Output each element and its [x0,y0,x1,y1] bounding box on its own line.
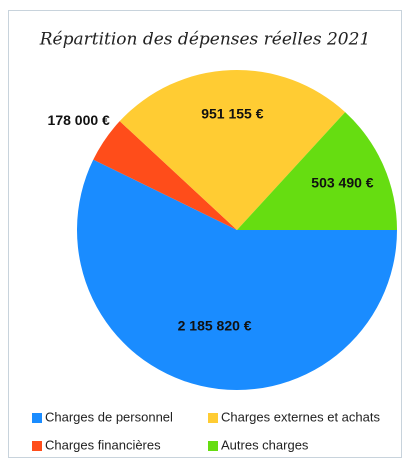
legend-swatch [208,441,218,451]
legend-swatch [208,413,218,423]
pie-slice [93,121,238,230]
legend-label: Charges financières [45,437,161,452]
chart-title: Répartition des dépenses réelles 2021 [39,30,371,50]
pie-slice [237,112,397,230]
legend-swatch [32,441,42,451]
legend-swatch [32,413,42,423]
legend-label: Charges externes et achats [221,409,380,424]
data-label: 2 185 820 € [178,317,252,333]
data-label: 178 000 € [48,112,110,128]
data-label: 951 155 € [201,106,263,122]
legend-label: Autres charges [221,437,309,452]
legend-label: Charges de personnel [45,409,173,424]
pie-slice [76,159,397,391]
data-label: 503 490 € [311,174,373,190]
pie-slice [119,70,346,230]
